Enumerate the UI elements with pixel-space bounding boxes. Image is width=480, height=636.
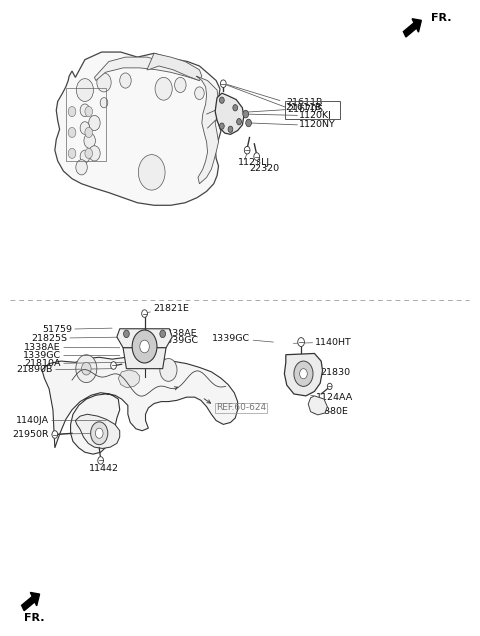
- Circle shape: [80, 121, 90, 134]
- Text: 1339GC: 1339GC: [151, 336, 199, 345]
- Circle shape: [120, 73, 131, 88]
- Circle shape: [233, 104, 238, 111]
- Circle shape: [160, 330, 166, 338]
- Circle shape: [85, 127, 93, 137]
- Polygon shape: [42, 356, 238, 454]
- Circle shape: [132, 330, 157, 363]
- Text: 21810A: 21810A: [24, 359, 124, 368]
- Text: FR.: FR.: [24, 612, 44, 623]
- Circle shape: [76, 79, 94, 101]
- FancyArrow shape: [22, 593, 39, 611]
- Bar: [285, 100, 340, 118]
- Circle shape: [80, 104, 90, 116]
- Polygon shape: [117, 329, 172, 348]
- Circle shape: [219, 123, 224, 129]
- Circle shape: [76, 355, 97, 383]
- Text: 21611B: 21611B: [228, 85, 322, 113]
- Polygon shape: [308, 396, 327, 415]
- Polygon shape: [147, 53, 202, 81]
- Circle shape: [160, 359, 177, 382]
- Circle shape: [246, 119, 252, 127]
- Polygon shape: [215, 93, 244, 134]
- Circle shape: [100, 98, 108, 107]
- Circle shape: [89, 115, 100, 130]
- Circle shape: [76, 160, 87, 175]
- Circle shape: [195, 87, 204, 100]
- Circle shape: [298, 338, 304, 347]
- Circle shape: [243, 110, 249, 118]
- Circle shape: [68, 106, 76, 116]
- FancyArrow shape: [403, 18, 421, 37]
- Circle shape: [138, 155, 165, 190]
- Text: 1339GC: 1339GC: [23, 351, 120, 360]
- Text: 21821E: 21821E: [144, 304, 189, 313]
- Text: 21825S: 21825S: [31, 334, 129, 343]
- Text: 51759: 51759: [42, 325, 112, 334]
- Circle shape: [97, 73, 111, 92]
- Text: 1120KJ: 1120KJ: [299, 111, 332, 120]
- Text: 21890B: 21890B: [16, 366, 112, 375]
- Circle shape: [82, 363, 91, 375]
- Circle shape: [175, 78, 186, 93]
- Text: 1123LJ: 1123LJ: [238, 158, 270, 167]
- Polygon shape: [123, 348, 166, 369]
- Circle shape: [155, 78, 172, 100]
- Polygon shape: [118, 370, 140, 388]
- Circle shape: [142, 310, 147, 317]
- Circle shape: [84, 133, 96, 148]
- Text: 21670S: 21670S: [288, 105, 324, 114]
- Circle shape: [68, 127, 76, 137]
- Text: 1338AE: 1338AE: [151, 329, 198, 338]
- Circle shape: [219, 97, 224, 103]
- Text: 1124AA: 1124AA: [311, 393, 354, 403]
- Circle shape: [52, 431, 58, 438]
- Text: 11442: 11442: [89, 459, 119, 473]
- Text: 1339GC: 1339GC: [212, 334, 274, 343]
- Circle shape: [220, 80, 226, 88]
- Text: 21611B: 21611B: [287, 98, 323, 107]
- Text: 21830: 21830: [306, 368, 350, 377]
- Polygon shape: [284, 354, 323, 396]
- Circle shape: [244, 146, 250, 154]
- Text: 1140JA: 1140JA: [16, 416, 107, 425]
- Text: 1140HT: 1140HT: [293, 338, 352, 347]
- Circle shape: [89, 146, 100, 161]
- Polygon shape: [55, 52, 221, 205]
- Circle shape: [294, 361, 313, 387]
- Circle shape: [254, 153, 260, 160]
- Text: 1120NY: 1120NY: [299, 120, 336, 129]
- Circle shape: [300, 369, 307, 379]
- Circle shape: [237, 118, 241, 125]
- Circle shape: [91, 422, 108, 445]
- Polygon shape: [75, 414, 120, 448]
- Circle shape: [68, 148, 76, 158]
- Circle shape: [98, 457, 104, 464]
- Circle shape: [111, 362, 116, 370]
- Circle shape: [140, 340, 149, 353]
- Text: REF.60-624: REF.60-624: [216, 403, 266, 412]
- Circle shape: [96, 428, 103, 438]
- Polygon shape: [95, 57, 199, 81]
- Text: 1338AE: 1338AE: [24, 343, 120, 352]
- Text: 21880E: 21880E: [312, 406, 348, 416]
- Circle shape: [327, 384, 332, 390]
- Circle shape: [80, 150, 90, 163]
- Text: 22320: 22320: [250, 164, 280, 173]
- Circle shape: [228, 126, 233, 132]
- Circle shape: [85, 106, 93, 116]
- Circle shape: [123, 330, 129, 338]
- Text: FR.: FR.: [431, 13, 451, 23]
- Polygon shape: [196, 76, 218, 184]
- Circle shape: [85, 148, 93, 158]
- Text: 21950R: 21950R: [12, 430, 108, 439]
